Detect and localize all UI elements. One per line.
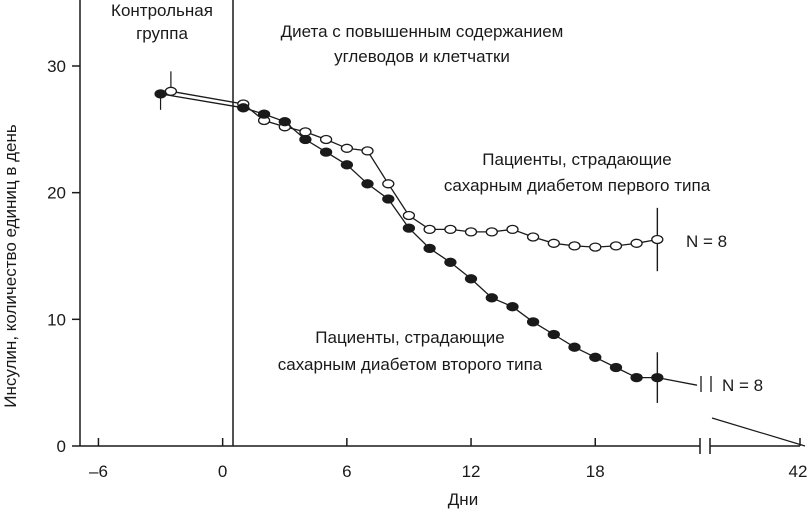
x-tick-label: 0: [218, 462, 227, 481]
data-point: [444, 257, 457, 267]
data-point: [526, 317, 540, 327]
data-point: [568, 342, 581, 352]
x-axis-break-diagonal: [711, 417, 806, 447]
x-tick-label: 18: [586, 462, 605, 481]
data-point: [485, 227, 498, 237]
data-point: [630, 372, 643, 383]
data-point: [547, 329, 560, 340]
data-point: [651, 372, 664, 383]
data-point: [299, 134, 312, 145]
data-point: [464, 227, 478, 237]
series-layer: [154, 71, 712, 403]
data-point: [299, 127, 312, 137]
data-point: [154, 89, 167, 99]
data-point: [164, 86, 178, 96]
series-type1: [164, 71, 664, 272]
x-ticks: –6 0 6 12 18 42: [89, 438, 807, 481]
x-axis-title: Дни: [448, 490, 478, 509]
type2-n-label: N = 8: [722, 376, 763, 395]
series-line: [160, 93, 658, 379]
series-line: [170, 90, 658, 248]
y-ticks: 0 10 20 30: [47, 57, 80, 456]
diet-label-line2: углеводов и клетчатки: [334, 47, 510, 66]
type1-n-label: N = 8: [686, 232, 727, 251]
type1-label-line1: Пациенты, страдающие: [482, 150, 671, 169]
type1-label-line2: сахарным диабетом первого типа: [444, 176, 711, 195]
data-point: [402, 210, 416, 221]
data-point: [319, 147, 333, 157]
data-point: [423, 224, 436, 235]
data-point: [237, 103, 250, 113]
data-point: [651, 234, 664, 245]
data-point: [402, 223, 416, 233]
data-point: [609, 362, 623, 373]
y-tick-label: 0: [57, 437, 66, 456]
control-label-line2: группа: [136, 24, 188, 43]
data-point: [464, 274, 478, 284]
data-point: [319, 134, 333, 145]
y-tick-label: 10: [47, 310, 66, 329]
data-point: [547, 238, 560, 248]
axes: [79, 0, 806, 454]
data-point: [382, 179, 395, 189]
data-point: [278, 117, 291, 127]
data-point: [589, 242, 602, 252]
data-point: [444, 224, 457, 235]
x-tick-label: 42: [789, 462, 808, 481]
data-point: [506, 302, 519, 312]
data-point: [568, 241, 581, 251]
x-tick-label: 12: [462, 462, 481, 481]
diet-label-line1: Диета с повышенным содержанием: [281, 22, 564, 41]
y-axis-title: Инсулин, количество единиц в день: [1, 124, 20, 408]
series-continuation: [657, 376, 698, 386]
series-type2: [154, 89, 698, 403]
y-tick-label: 20: [47, 184, 66, 203]
data-point: [382, 194, 395, 204]
type2-label-line2: сахарным диабетом второго типа: [278, 355, 543, 374]
x-tick-label: 6: [342, 462, 351, 481]
data-point: [609, 241, 623, 251]
data-point: [257, 109, 271, 119]
data-point: [423, 243, 436, 254]
data-point: [589, 352, 602, 362]
data-point: [485, 293, 498, 303]
type2-label-line1: Пациенты, страдающие: [315, 328, 504, 347]
x-tick-label: –6: [89, 462, 108, 481]
data-point: [630, 238, 643, 248]
control-label-line1: Контрольная: [111, 1, 213, 20]
data-point: [340, 143, 354, 153]
y-tick-label: 30: [47, 57, 66, 76]
data-point: [361, 179, 374, 189]
data-point: [526, 232, 540, 242]
data-point: [340, 160, 354, 170]
data-point: [361, 146, 374, 156]
data-point: [506, 224, 519, 235]
